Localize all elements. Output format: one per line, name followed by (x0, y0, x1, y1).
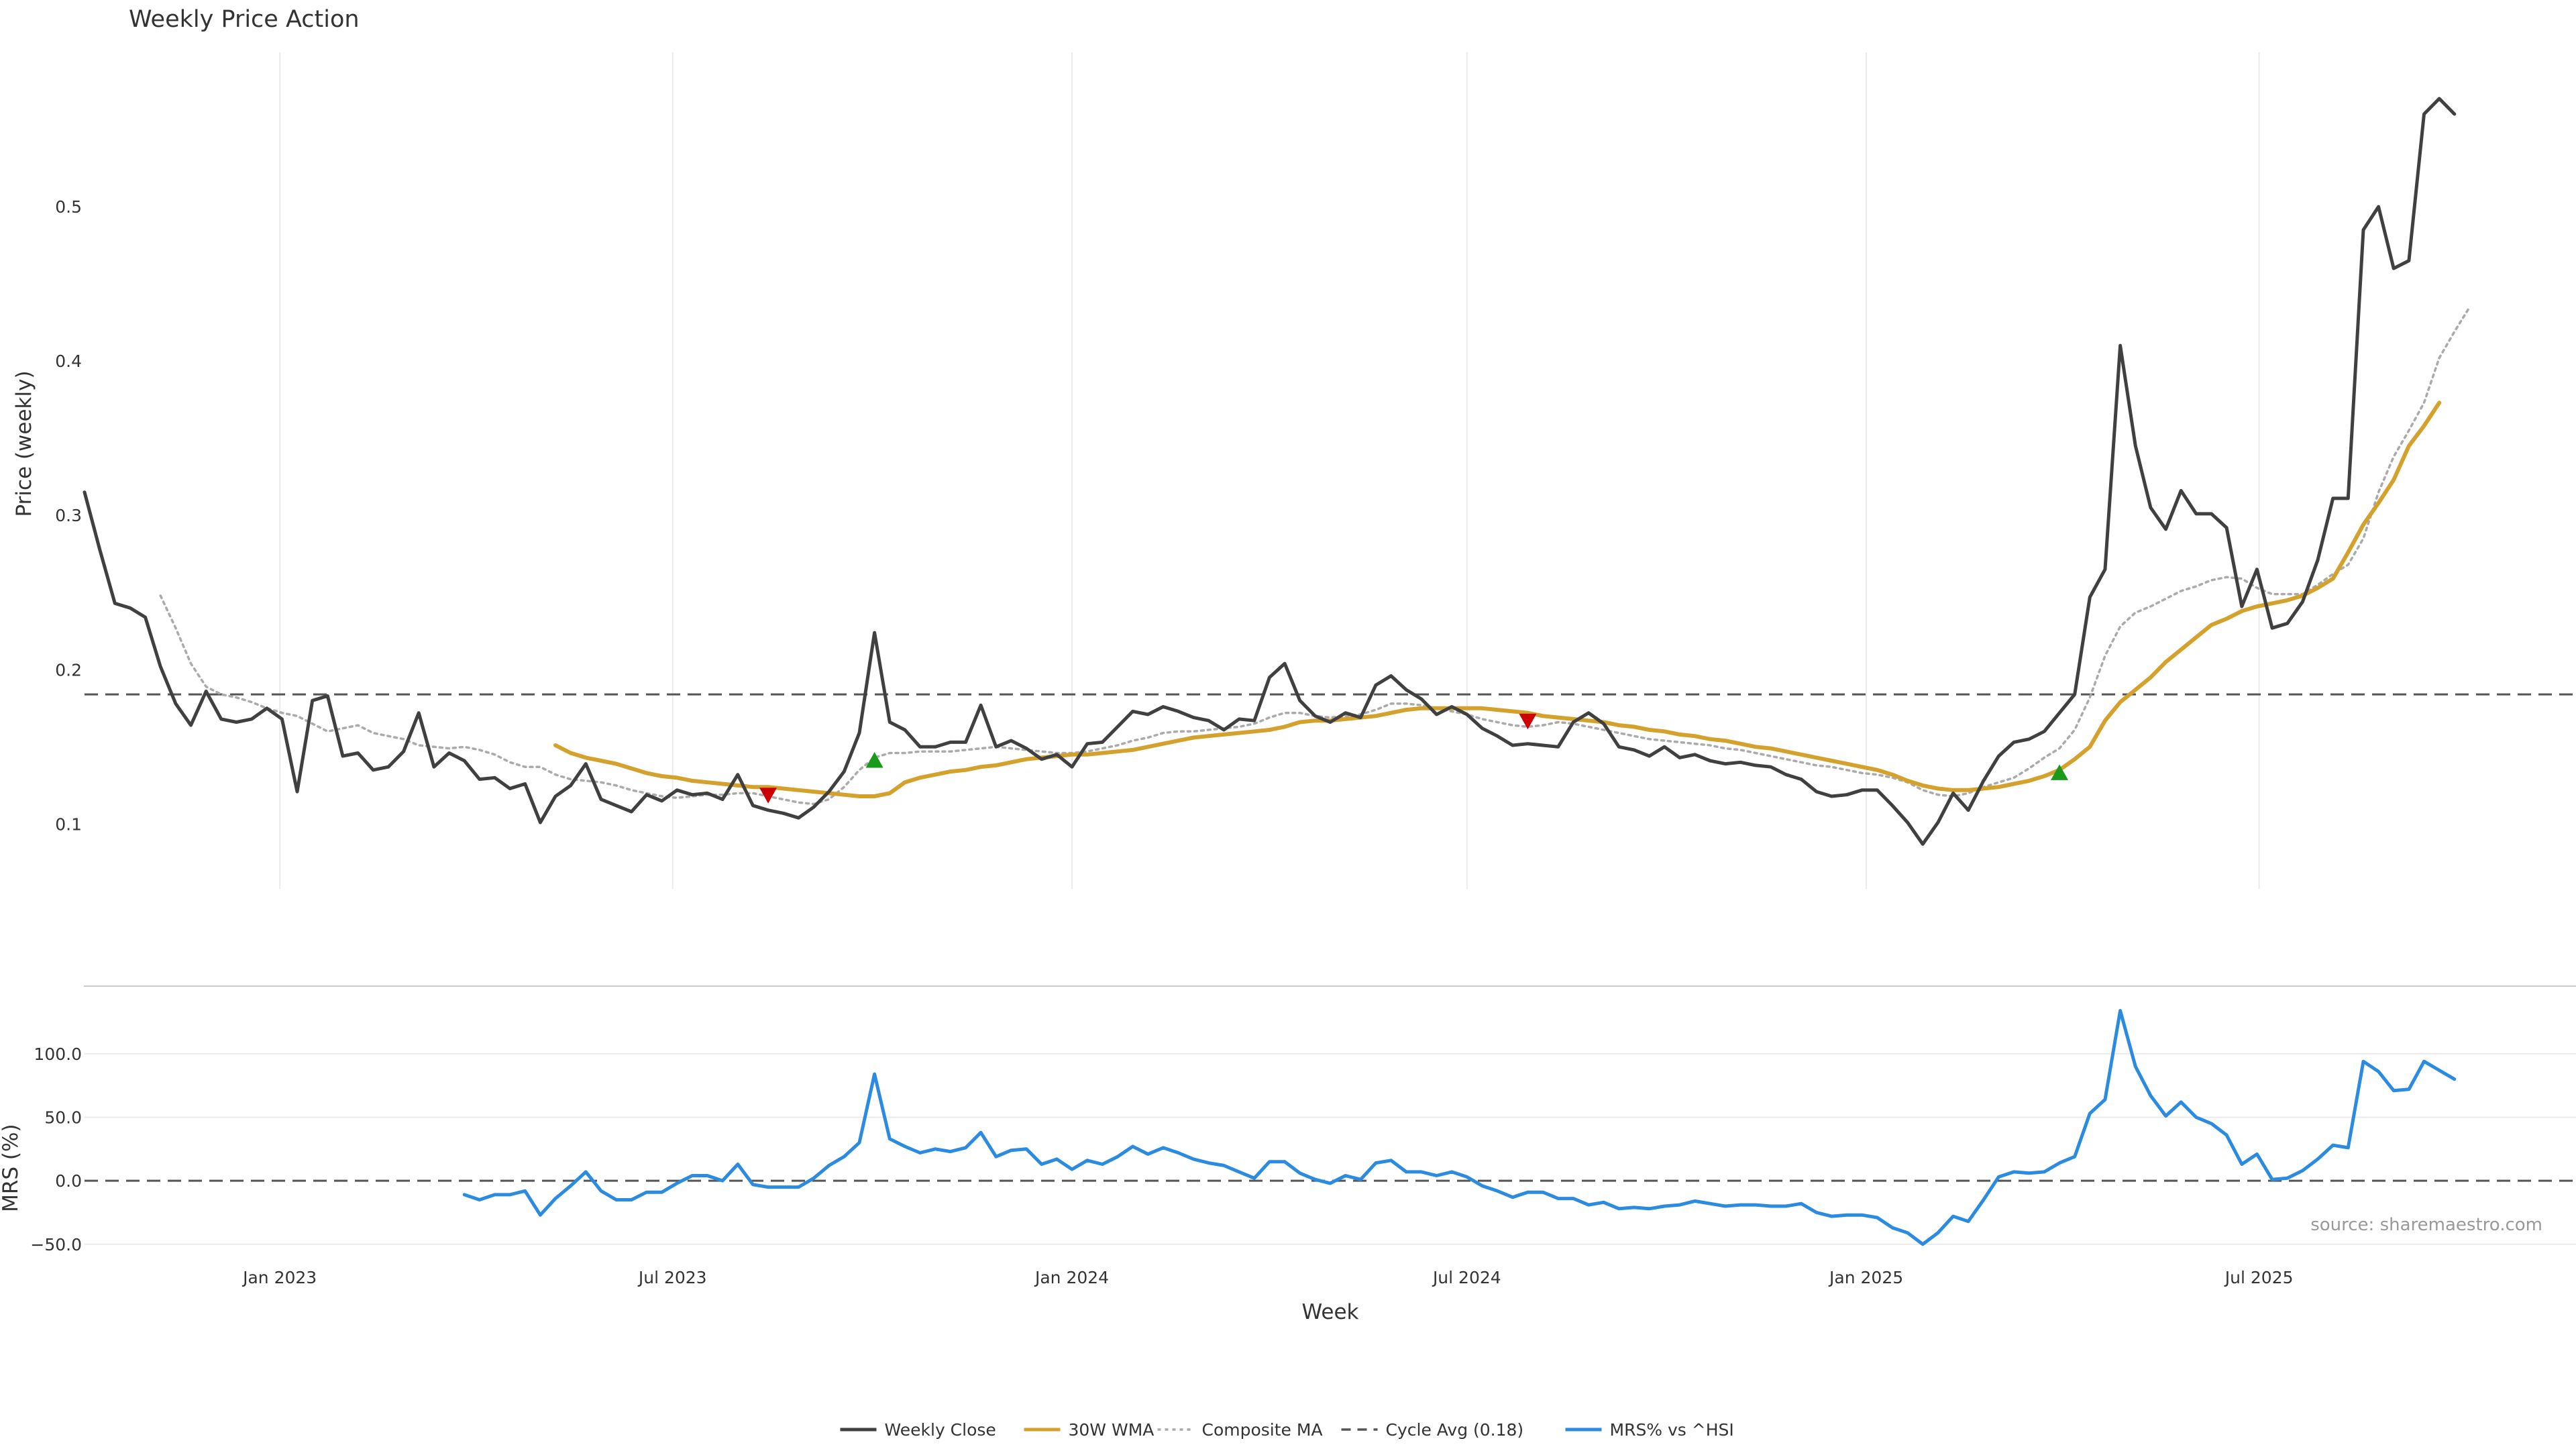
chart-title: Weekly Price Action (129, 6, 360, 33)
price-y-axis-label: Price (weekly) (12, 370, 36, 517)
legend-label: 30W WMA (1069, 1420, 1155, 1440)
price-y-tick-label: 0.2 (55, 660, 82, 680)
sell-signal-marker (759, 788, 777, 804)
x-tick-label: Jan 2024 (1034, 1268, 1109, 1287)
price-y-ticks: 0.1 0.2 0.3 0.4 0.5 (55, 197, 82, 834)
mrs-series (85, 1009, 2576, 1246)
x-tick-label: Jul 2025 (2224, 1268, 2294, 1287)
buy-signal-marker (2051, 764, 2069, 780)
sell-signal-marker (1519, 713, 1537, 730)
mrs-hsi-line (462, 1009, 2457, 1246)
price-grid (279, 52, 2260, 889)
x-tick-label: Jan 2023 (241, 1268, 317, 1287)
signal-markers (759, 713, 2069, 804)
price-panel: Weekly Price Action Price (weekly) 0.10.… (12, 6, 2576, 889)
x-tick-label: Jul 2024 (1432, 1268, 1501, 1287)
legend-label: Weekly Close (885, 1420, 996, 1440)
price-y-tick-label: 0.4 (55, 352, 82, 371)
mrs-y-tick-label: 100.0 (34, 1044, 82, 1064)
mrs-y-tick-label: 50.0 (44, 1108, 82, 1127)
legend-label: MRS% vs ^HSI (1610, 1420, 1734, 1440)
mrs-grid (85, 1053, 2576, 1245)
legend-label: Composite MA (1202, 1420, 1323, 1440)
price-y-tick-label: 0.5 (55, 197, 82, 217)
composite-ma-line (159, 305, 2471, 806)
mrs-y-ticks: −50.0 0.0 50.0 100.0 (30, 1044, 82, 1254)
legend-label: Cycle Avg (0.18) (1386, 1420, 1524, 1440)
weekly-close-line (83, 97, 2457, 846)
mrs-y-axis-label: MRS (%) (0, 1124, 23, 1212)
buy-signal-marker (865, 752, 883, 768)
x-tick-label: Jul 2023 (637, 1268, 707, 1287)
mrs-y-tick-label: 0.0 (55, 1171, 82, 1191)
legend: Weekly Close 30W WMA Composite MA Cycle Avg… (840, 1420, 1734, 1440)
wma-30w-line (553, 400, 2442, 798)
x-tick-label: Jan 2025 (1828, 1268, 1903, 1287)
x-axis-label: Week (1302, 1300, 1359, 1324)
price-y-tick-label: 0.1 (55, 814, 82, 834)
price-series (83, 97, 2576, 846)
source-annotation: source: sharemaestro.com (2310, 1215, 2542, 1235)
mrs-panel: MRS (%) −50.0 0.0 50.0 100.0 source: sharem… (0, 1009, 2576, 1254)
x-axis-ticks: Jan 2023 Jul 2023 Jan 2024 Jul 2024 Jan 2025… (241, 1268, 2293, 1287)
price-y-tick-label: 0.3 (55, 506, 82, 525)
mrs-y-tick-label: −50.0 (30, 1235, 82, 1254)
